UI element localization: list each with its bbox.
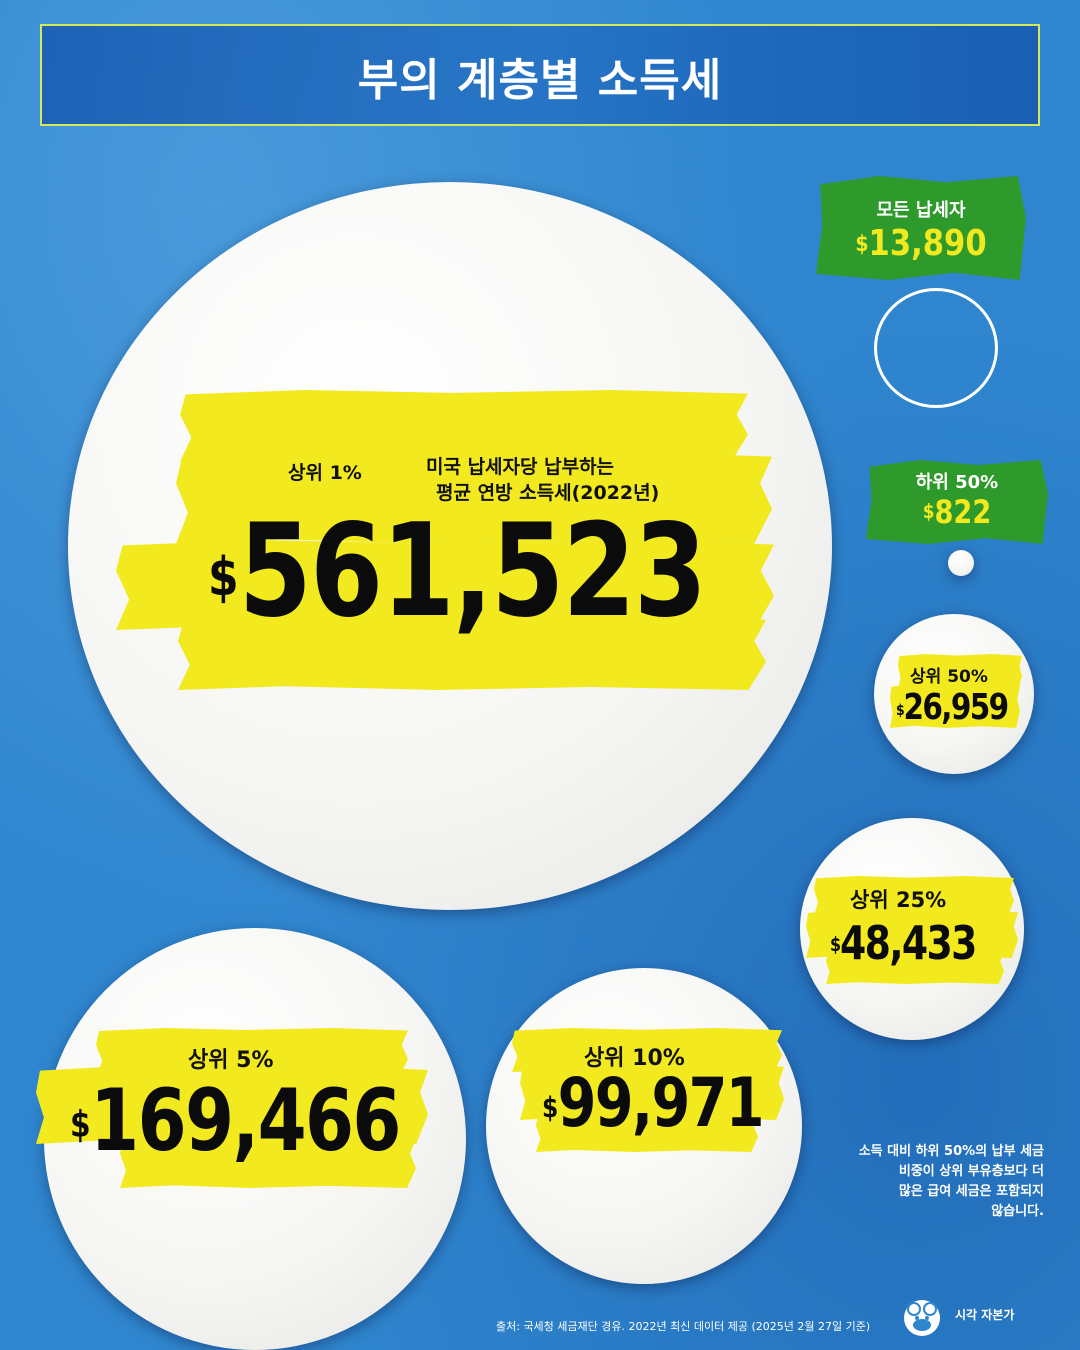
highlight-stroke	[180, 390, 748, 462]
highlight-stroke	[536, 1112, 758, 1152]
bubble-all-taxpayers	[874, 288, 998, 408]
highlight-stroke	[814, 876, 1014, 916]
bubble-top-1-value: $561,523	[208, 508, 707, 636]
brand-logo-icon	[904, 1300, 940, 1336]
highlight-stroke	[116, 540, 774, 630]
source-text: 출처: 국세청 세금재단 경유. 2022년 최신 데이터 제공 (2025년 …	[496, 1320, 871, 1333]
highlight-stroke	[36, 1066, 428, 1144]
currency-symbol: $	[830, 932, 841, 956]
bubble-top-5-label: 상위 5%	[188, 1048, 274, 1073]
bubble-top-25-amount: 48,433	[840, 916, 977, 970]
highlight-stroke	[178, 616, 766, 690]
bubble-bottom-50-value: $822	[880, 496, 1035, 528]
footnote-line: 많은 급여 세금은 포함되지	[898, 1184, 1044, 1199]
bubble-all-amount: 13,890	[868, 223, 987, 264]
highlight-stroke	[898, 654, 1022, 690]
bubble-top-1-label: 상위 1%	[288, 462, 362, 484]
bubble-bottom-50	[948, 550, 974, 576]
bubble-top-10-amount: 99,971	[557, 1064, 765, 1143]
bubble-top-25-label: 상위 25%	[850, 888, 947, 912]
bubble-top-1-amount: 561,523	[238, 497, 707, 646]
currency-symbol: $	[855, 231, 869, 257]
highlight-stroke	[890, 684, 1020, 728]
bubble-top-50-value: $26,959	[896, 687, 1009, 728]
currency-symbol: $	[922, 500, 935, 523]
bubble-top-50-label: 상위 50%	[910, 667, 988, 687]
footnote-line: 비중이 상위 부유층보다 더	[898, 1164, 1044, 1179]
highlight-stroke	[806, 910, 1018, 958]
bubble-top-10-label: 상위 10%	[584, 1046, 685, 1071]
bubble-all-value: $13,890	[832, 226, 1011, 262]
highlight-stroke	[520, 1064, 784, 1120]
highlight-stroke	[120, 1136, 416, 1188]
bubble-top-50-amount: 26,959	[903, 687, 1009, 728]
footnote-line: 소득 대비 하위 50%의 납부 세금	[858, 1144, 1044, 1159]
currency-symbol: $	[70, 1102, 91, 1146]
bubble-top-5-value: $169,466	[70, 1078, 401, 1164]
highlight-stroke	[826, 950, 1004, 984]
footnote-line: 않습니다.	[991, 1204, 1044, 1219]
highlight-stroke	[176, 452, 772, 544]
chart-subtitle-line-1: 미국 납세자당 납부하는	[426, 456, 615, 478]
page-title: 부의 계층별 소득세	[357, 55, 723, 106]
currency-symbol: $	[208, 545, 239, 609]
bubble-top-10-value: $99,971	[542, 1070, 765, 1138]
currency-symbol: $	[896, 700, 905, 719]
title-box	[40, 24, 1040, 126]
currency-symbol: $	[542, 1089, 558, 1124]
bubble-bottom-50-amount: 822	[934, 493, 992, 531]
highlight-stroke	[512, 1028, 782, 1072]
footnote: 소득 대비 하위 50%의 납부 세금 비중이 상위 부유층보다 더 많은 급여…	[824, 1142, 1044, 1222]
bubble-top-25-value: $48,433	[830, 920, 977, 966]
bubble-top-5-amount: 169,466	[90, 1071, 401, 1171]
brand-name: 시각 자본가	[955, 1308, 1015, 1322]
bubble-bottom-50-label: 하위 50%	[915, 472, 999, 493]
tag-bottom-50	[866, 460, 1048, 544]
bubble-all-label: 모든 납세자	[876, 200, 966, 221]
tag-all-taxpayers	[816, 176, 1026, 280]
chart-subtitle-line-2: 평균 연방 소득세(2022년)	[436, 482, 660, 504]
